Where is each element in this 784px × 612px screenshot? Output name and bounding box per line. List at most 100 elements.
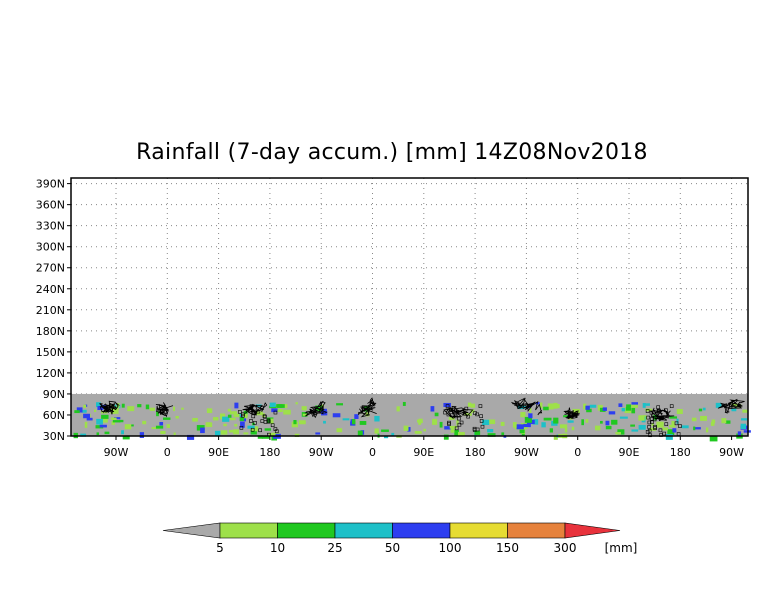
- rain-cell: [250, 430, 257, 435]
- rain-cell: [257, 435, 263, 439]
- lon-tick-label: 0: [574, 446, 581, 459]
- lat-tick-label: 30N: [43, 430, 65, 443]
- rain-cell: [110, 410, 116, 414]
- lon-tick-label: 0: [369, 446, 376, 459]
- rain-cell: [585, 405, 590, 410]
- rain-cell: [519, 429, 525, 434]
- map-frame: [70, 177, 749, 437]
- rain-cell: [142, 420, 147, 425]
- rain-cell: [725, 420, 731, 424]
- rain-cell: [742, 409, 749, 413]
- rain-cell: [449, 425, 458, 429]
- rain-cell: [553, 417, 559, 424]
- rain-cell: [214, 430, 221, 437]
- rain-cell: [234, 402, 239, 409]
- rain-cell: [457, 432, 465, 437]
- rain-cell: [638, 415, 645, 421]
- rain-cell: [81, 409, 87, 413]
- land-cell: [260, 419, 265, 423]
- land-cell: [646, 415, 650, 420]
- rain-cell: [470, 409, 475, 413]
- rain-cell: [83, 413, 91, 419]
- rain-cell: [585, 419, 589, 423]
- rain-cell: [151, 427, 160, 430]
- rain-cell: [630, 424, 635, 427]
- rain-cell: [293, 419, 297, 425]
- rain-cell: [487, 433, 496, 437]
- rain-cell: [443, 434, 449, 440]
- land-cell: [479, 414, 483, 419]
- lon-tick-label: 90W: [104, 446, 129, 459]
- rain-cell: [691, 417, 697, 422]
- rain-cell: [145, 404, 150, 410]
- colorbar-tick-label: 50: [385, 541, 400, 555]
- rain-cell: [220, 413, 226, 420]
- rain-cell: [711, 419, 716, 424]
- rain-cell: [124, 424, 132, 430]
- rain-cell: [681, 425, 689, 429]
- land-cell: [475, 427, 480, 432]
- colorbar-tick-label: 300: [554, 541, 577, 555]
- rain-cell: [617, 429, 625, 435]
- land-cell: [453, 414, 458, 419]
- rain-cell: [702, 407, 706, 411]
- rain-cell: [619, 416, 628, 419]
- rain-cell: [391, 432, 395, 436]
- rain-cell: [251, 426, 259, 432]
- rain-cell: [731, 403, 740, 407]
- rain-cell: [99, 424, 107, 428]
- rain-cell: [643, 403, 650, 406]
- land-cell: [669, 404, 674, 408]
- colorbar-segment: [392, 522, 451, 539]
- coastline: [563, 407, 580, 420]
- rain-cell: [227, 408, 231, 412]
- lat-tick-label: 360N: [36, 199, 65, 212]
- rain-cell: [608, 411, 616, 415]
- rain-cell: [500, 421, 505, 426]
- rain-cell: [119, 419, 124, 423]
- lon-tick-label: 90W: [514, 446, 539, 459]
- land-cell: [449, 408, 453, 412]
- rain-cell: [295, 402, 298, 405]
- rain-cell: [121, 403, 125, 408]
- rain-cell: [625, 406, 631, 411]
- land-cell: [645, 409, 650, 413]
- rain-cell: [572, 408, 580, 413]
- lat-tick-label: 270N: [36, 262, 65, 275]
- colorbar-segment: [449, 522, 508, 539]
- land-cell: [664, 408, 668, 413]
- rain-cell: [651, 422, 654, 427]
- land-cell: [249, 404, 254, 408]
- land-cell: [657, 408, 661, 413]
- land-cell: [266, 418, 271, 423]
- lat-tick-label: 150N: [36, 346, 65, 359]
- rain-cell: [332, 413, 341, 418]
- lat-tick-label: 330N: [36, 220, 65, 233]
- rain-cell: [243, 432, 249, 435]
- colorbar-tick-label: 100: [439, 541, 462, 555]
- rain-cell: [175, 415, 179, 419]
- land-cell: [260, 406, 264, 411]
- rain-cell: [342, 418, 350, 421]
- land-cell: [654, 411, 659, 416]
- land-cell: [475, 412, 479, 417]
- land-cell: [479, 419, 484, 423]
- rain-cell: [501, 432, 505, 436]
- rain-cell: [315, 432, 321, 435]
- rain-cell: [121, 430, 124, 435]
- land-cell: [447, 422, 451, 426]
- rain-cell: [586, 408, 592, 413]
- land-cell: [253, 421, 257, 425]
- rain-cell: [581, 419, 584, 426]
- land-cell: [443, 410, 447, 415]
- rain-cell: [383, 435, 389, 439]
- lon-tick-label: 180: [670, 446, 691, 459]
- rain-cell: [269, 432, 276, 437]
- rain-cell: [731, 408, 737, 412]
- rain-cell: [559, 424, 568, 429]
- lon-tick-label: 90E: [208, 446, 229, 459]
- rain-cell: [238, 413, 242, 417]
- lon-tick-label: 180: [465, 446, 486, 459]
- rain-cell: [351, 419, 356, 425]
- rain-cell: [192, 417, 198, 422]
